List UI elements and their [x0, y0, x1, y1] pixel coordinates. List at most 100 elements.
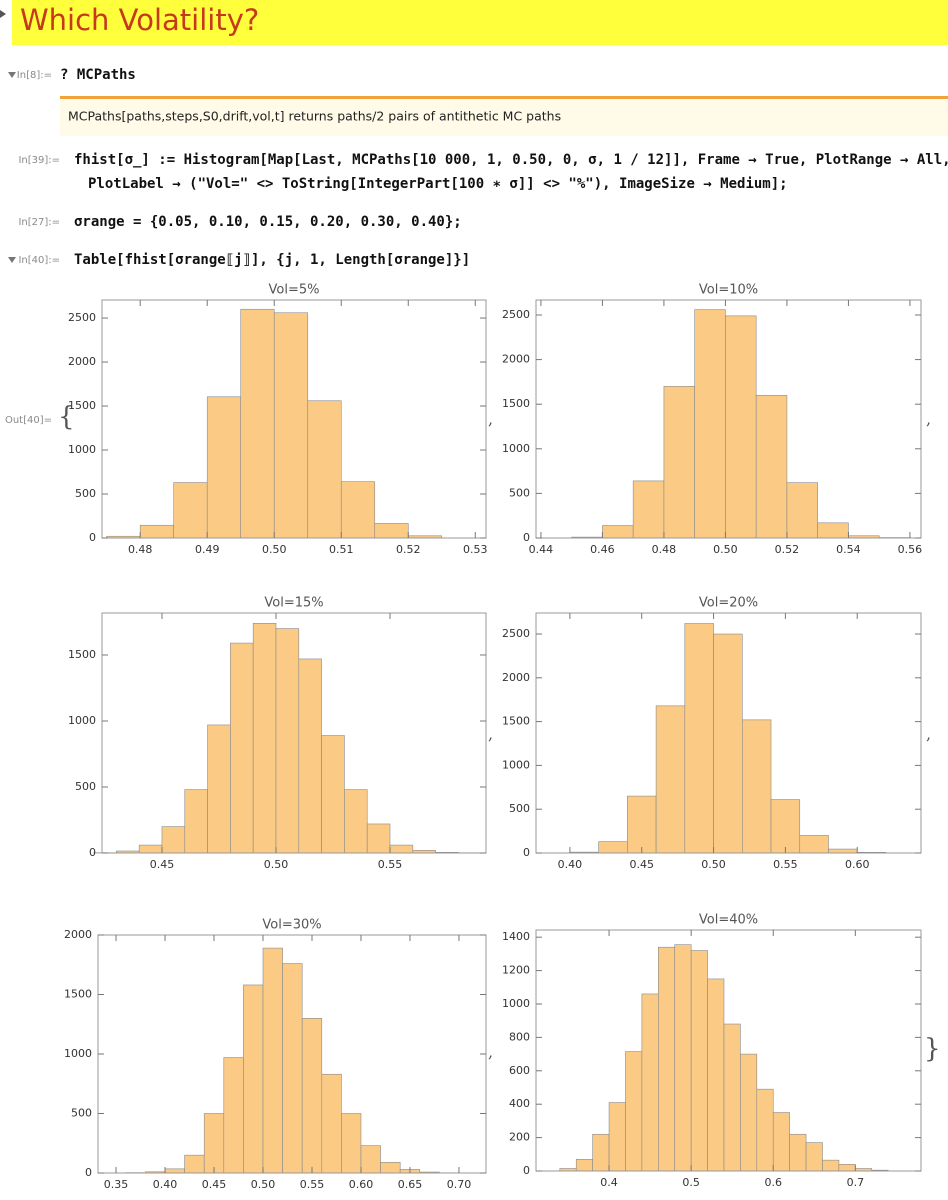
- bar: [694, 309, 726, 539]
- y-tick-label: 1500: [68, 399, 96, 412]
- y-tick-label: 1000: [502, 997, 530, 1010]
- bar: [822, 1159, 840, 1172]
- y-tick-label: 500: [75, 487, 96, 500]
- chart-title: Vol=10%: [699, 283, 758, 298]
- info-box: [60, 99, 948, 136]
- x-tick-label: 0.35: [104, 1178, 129, 1191]
- x-tick-label: 0.50: [713, 543, 738, 556]
- bar: [713, 633, 743, 854]
- y-tick-label: 2000: [64, 928, 92, 941]
- y-tick-label: 2000: [502, 671, 530, 684]
- cell-toggle[interactable]: [8, 257, 16, 263]
- output-brace: }: [924, 1034, 941, 1064]
- bar: [725, 315, 757, 539]
- bar: [273, 312, 309, 539]
- bar: [658, 946, 676, 1172]
- bar: [627, 795, 657, 854]
- bar: [805, 1142, 823, 1172]
- y-tick-label: 200: [509, 1131, 530, 1144]
- y-tick-label: 0: [89, 531, 96, 544]
- bar: [184, 1154, 205, 1174]
- y-tick-label: 2500: [68, 311, 96, 324]
- bar: [206, 396, 242, 539]
- bar: [341, 1113, 362, 1174]
- bar: [799, 835, 829, 854]
- x-tick-label: 0.52: [396, 543, 421, 556]
- bar: [602, 525, 634, 539]
- bar: [184, 789, 208, 854]
- y-tick-label: 500: [509, 802, 530, 815]
- frame: [535, 612, 922, 854]
- x-tick-label: 0.45: [629, 858, 654, 871]
- y-tick-label: 1500: [64, 988, 92, 1001]
- bar: [298, 658, 322, 854]
- x-tick-label: 0.65: [398, 1178, 423, 1191]
- bar: [786, 482, 818, 539]
- y-tick-label: 1200: [502, 964, 530, 977]
- bar: [389, 844, 414, 854]
- x-tick-label: 0.6: [764, 1176, 782, 1189]
- bar: [838, 1164, 856, 1172]
- frame: [101, 612, 487, 854]
- bar: [164, 1168, 185, 1174]
- bar: [655, 705, 686, 854]
- bar: [240, 308, 275, 539]
- bar: [252, 622, 277, 854]
- bar: [575, 1159, 593, 1172]
- bar: [223, 1057, 244, 1174]
- bar: [243, 984, 264, 1174]
- code-line: PlotLabel → ("Vol=" <> ToString[IntegerP…: [88, 176, 788, 192]
- x-tick-label: 0.70: [447, 1178, 472, 1191]
- code-line: ? MCPaths: [60, 67, 136, 83]
- bar: [741, 719, 772, 854]
- y-tick-label: 2500: [502, 627, 530, 640]
- bar: [139, 524, 175, 539]
- separator: ,: [926, 410, 931, 429]
- x-tick-label: 0.53: [463, 543, 488, 556]
- cell-label: In[8]:=: [17, 70, 52, 81]
- y-tick-label: 0: [89, 846, 96, 859]
- x-tick-label: 0.4: [600, 1176, 618, 1189]
- y-tick-label: 1500: [502, 397, 530, 410]
- bar: [161, 826, 186, 854]
- bar: [203, 1113, 225, 1174]
- cell-label: In[27]:=: [18, 217, 60, 228]
- bar: [230, 642, 254, 854]
- bar: [772, 1112, 790, 1172]
- y-tick-label: 2000: [68, 355, 96, 368]
- x-tick-label: 0.45: [202, 1178, 227, 1191]
- bar: [262, 947, 283, 1174]
- bar: [707, 978, 725, 1172]
- separator: ,: [488, 1043, 493, 1062]
- y-tick-label: 600: [509, 1064, 530, 1077]
- x-tick-label: 0.49: [195, 543, 220, 556]
- bar: [755, 394, 788, 539]
- info-text: MCPaths[paths,steps,S0,drift,vol,t] retu…: [68, 109, 561, 124]
- y-tick-label: 1000: [68, 714, 96, 727]
- cell-marker: [0, 10, 6, 18]
- bar: [690, 950, 708, 1172]
- bar: [598, 841, 628, 854]
- separator: ,: [488, 410, 493, 429]
- y-tick-label: 1000: [64, 1047, 92, 1060]
- x-tick-label: 0.54: [836, 543, 861, 556]
- code-line: σrange = {0.05, 0.10, 0.15, 0.20, 0.30, …: [74, 214, 462, 230]
- bar: [207, 724, 231, 854]
- x-tick-label: 0.7: [847, 1176, 865, 1189]
- y-tick-label: 0: [85, 1166, 92, 1179]
- cell-toggle[interactable]: [8, 72, 16, 78]
- x-tick-label: 0.5: [682, 1176, 700, 1189]
- x-tick-label: 0.48: [652, 543, 677, 556]
- output-label: Out[40]=: [5, 415, 52, 426]
- x-tick-label: 0.48: [128, 543, 153, 556]
- cell-label: In[40]:=: [18, 255, 60, 266]
- bar: [592, 1133, 610, 1172]
- bar: [625, 1051, 643, 1172]
- bar: [817, 522, 849, 539]
- bar: [282, 963, 303, 1174]
- bar: [740, 1053, 758, 1172]
- bar: [770, 799, 801, 854]
- y-tick-label: 0: [523, 531, 530, 544]
- x-tick-label: 0.60: [349, 1178, 374, 1191]
